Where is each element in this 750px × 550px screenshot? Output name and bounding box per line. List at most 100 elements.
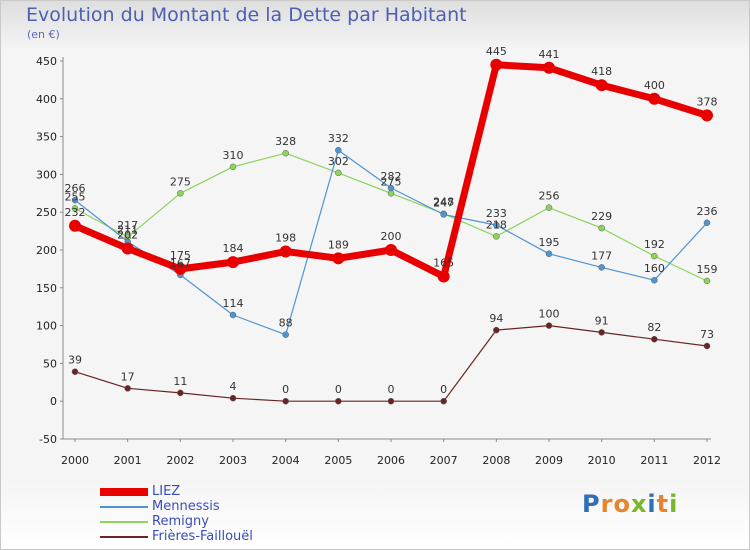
- data-point: [282, 331, 289, 338]
- data-point: [282, 149, 289, 157]
- data-label: 17: [121, 370, 135, 383]
- data-point: [651, 276, 658, 284]
- y-tick-label: 0: [50, 395, 57, 408]
- x-tick-label: 2007: [430, 454, 458, 467]
- data-point: [387, 397, 395, 405]
- data-point: [545, 322, 553, 329]
- data-label: 232: [65, 206, 86, 219]
- data-point: [703, 219, 711, 227]
- y-tick-label: 50: [43, 357, 57, 370]
- data-label: 217: [117, 219, 138, 232]
- y-tick-label: 100: [36, 320, 57, 333]
- data-point: [177, 389, 184, 397]
- data-label: 177: [591, 249, 612, 262]
- data-point: [332, 252, 345, 265]
- x-tick-label: 2000: [61, 454, 89, 467]
- data-label: 195: [539, 236, 560, 249]
- data-label: 266: [65, 182, 86, 195]
- data-point: [493, 221, 500, 229]
- y-tick-label: 150: [36, 282, 57, 295]
- legend-label: Frières-Faillouël: [152, 529, 253, 544]
- legend-swatch: [100, 488, 148, 496]
- data-label: 418: [591, 65, 612, 78]
- data-point: [703, 277, 711, 285]
- data-label: 255: [65, 190, 86, 203]
- data-label: 0: [282, 383, 289, 396]
- data-label: 175: [170, 249, 191, 262]
- data-point: [229, 394, 237, 402]
- data-label: 0: [440, 383, 447, 396]
- data-label: 73: [700, 328, 714, 341]
- x-tick-label: 2009: [535, 454, 563, 467]
- x-tick-label: 2008: [482, 454, 510, 467]
- brand-letter: i: [647, 490, 657, 518]
- y-tick-label: 400: [36, 93, 57, 106]
- data-label: 256: [539, 190, 560, 203]
- y-tick-label: 450: [36, 55, 57, 68]
- data-label: 189: [328, 238, 349, 251]
- data-point: [71, 196, 79, 204]
- data-point: [71, 368, 79, 375]
- data-label: 184: [223, 242, 244, 255]
- brand-letter: o: [613, 490, 631, 518]
- x-tick-label: 2010: [588, 454, 616, 467]
- data-point: [701, 109, 713, 122]
- data-point: [124, 385, 131, 392]
- data-point: [493, 326, 500, 334]
- data-label: 248: [433, 196, 454, 209]
- data-label: 0: [388, 383, 395, 396]
- legend-swatch: [100, 506, 148, 508]
- data-point: [598, 224, 605, 232]
- data-label: 229: [591, 210, 612, 223]
- data-point: [229, 311, 237, 319]
- data-point: [387, 184, 395, 192]
- y-tick-label: 250: [36, 206, 57, 219]
- data-label: 165: [433, 256, 454, 269]
- data-label: 378: [697, 95, 718, 108]
- data-label: 100: [539, 308, 560, 321]
- data-point: [545, 250, 553, 258]
- data-label: 282: [381, 170, 402, 183]
- data-label: 192: [644, 238, 665, 251]
- data-point: [598, 329, 605, 336]
- data-label: 0: [335, 383, 342, 396]
- data-point: [545, 204, 553, 211]
- data-label: 310: [223, 149, 244, 162]
- data-label: 202: [117, 228, 138, 241]
- data-point: [335, 169, 342, 177]
- data-point: [121, 242, 134, 255]
- data-point: [335, 146, 342, 154]
- data-point: [490, 58, 503, 71]
- x-tick-label: 2011: [640, 454, 668, 467]
- data-point: [703, 342, 711, 350]
- legend-label: Mennessis: [152, 499, 220, 514]
- data-label: 211: [117, 224, 138, 237]
- y-tick-label: 350: [36, 131, 57, 144]
- data-label: 159: [697, 263, 718, 276]
- x-tick-label: 2004: [272, 454, 300, 467]
- x-tick-label: 2006: [377, 454, 405, 467]
- data-label: 39: [68, 354, 82, 367]
- data-label: 275: [381, 175, 402, 188]
- data-point: [279, 245, 292, 258]
- data-label: 247: [433, 196, 454, 209]
- data-label: 4: [230, 380, 237, 393]
- x-tick-label: 2002: [166, 454, 194, 467]
- chart-unit-label: (en €): [27, 28, 60, 41]
- brand-letter: x: [630, 490, 648, 518]
- data-label: 114: [223, 297, 244, 310]
- data-label: 160: [644, 262, 665, 275]
- data-label: 167: [170, 257, 191, 270]
- data-point: [229, 163, 237, 171]
- y-tick-label: -50: [39, 433, 57, 446]
- data-label: 11: [173, 375, 187, 388]
- data-point: [174, 262, 187, 275]
- data-point: [437, 270, 450, 283]
- data-label: 88: [279, 317, 293, 330]
- brand-letter: t: [656, 490, 670, 518]
- data-point: [440, 397, 447, 405]
- data-label: 441: [539, 48, 560, 61]
- data-point: [71, 205, 79, 212]
- data-point: [595, 79, 608, 92]
